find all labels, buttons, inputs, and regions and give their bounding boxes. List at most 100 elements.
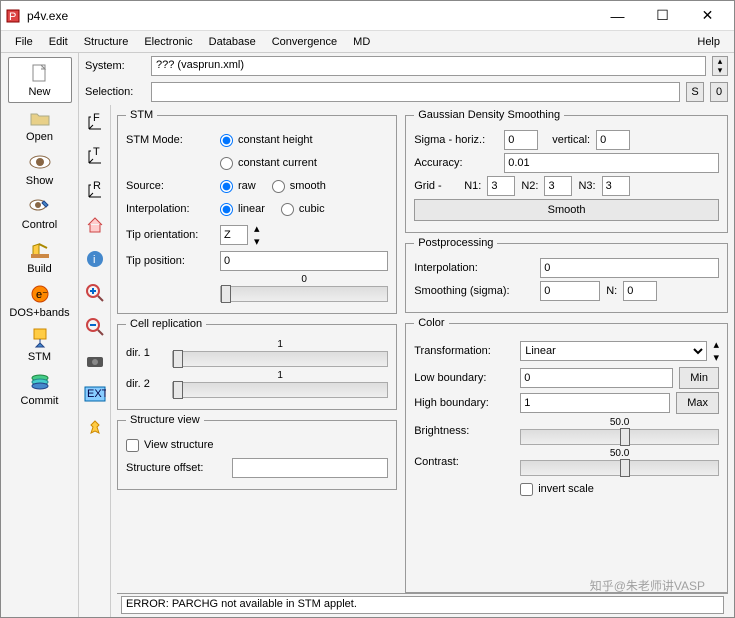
dir2-slider[interactable] xyxy=(172,382,388,398)
structview-group: Structure view View structure Structure … xyxy=(117,414,397,490)
post-n-label: N: xyxy=(606,285,617,297)
menu-structure[interactable]: Structure xyxy=(76,34,137,50)
structview-legend: Structure view xyxy=(126,414,204,426)
n3-label: N3: xyxy=(578,180,595,192)
stm-mode-cc[interactable]: constant current xyxy=(220,157,317,170)
axis-t-icon[interactable]: T xyxy=(83,145,107,169)
close-button[interactable]: ✕ xyxy=(685,2,730,30)
svg-text:F: F xyxy=(93,113,100,124)
open-icon xyxy=(26,107,54,129)
menu-md[interactable]: MD xyxy=(345,34,378,50)
tool-stm[interactable]: STM xyxy=(8,323,72,367)
axis-r-icon[interactable]: R xyxy=(83,179,107,203)
control-icon xyxy=(26,195,54,217)
max-button[interactable]: Max xyxy=(676,392,719,414)
zoom-out-icon[interactable] xyxy=(83,315,107,339)
acc-input[interactable] xyxy=(504,153,719,173)
smooth-button[interactable]: Smooth xyxy=(414,199,719,221)
stm-mode-label: STM Mode: xyxy=(126,134,214,146)
ext-icon[interactable]: EXT. xyxy=(83,383,107,407)
maximize-button[interactable]: ☐ xyxy=(640,2,685,30)
view-structure-check[interactable]: View structure xyxy=(126,439,214,452)
menu-help[interactable]: Help xyxy=(689,34,728,50)
tool-show-label: Show xyxy=(26,175,54,187)
pin-icon[interactable] xyxy=(83,417,107,441)
trans-spinner[interactable]: ▴▾ xyxy=(713,338,719,364)
post-interp-input[interactable] xyxy=(540,258,719,278)
invert-check[interactable]: invert scale xyxy=(520,483,594,496)
system-value[interactable]: ??? (vasprun.xml) xyxy=(151,56,706,76)
stm-group: STM STM Mode: constant height constant c… xyxy=(117,109,397,314)
tool-new-label: New xyxy=(28,86,50,98)
selection-s-button[interactable]: S xyxy=(686,82,704,102)
tool-open[interactable]: Open xyxy=(8,103,72,147)
dir1-value: 1 xyxy=(172,339,388,350)
menu-electronic[interactable]: Electronic xyxy=(136,34,200,50)
tool-show[interactable]: Show xyxy=(8,147,72,191)
low-label: Low boundary: xyxy=(414,372,514,384)
interp-linear[interactable]: linear xyxy=(220,203,265,216)
axis-f-icon[interactable]: F xyxy=(83,111,107,135)
color-legend: Color xyxy=(414,317,448,329)
tool-dosbands[interactable]: e⁻DOS+bands xyxy=(8,279,72,323)
contrast-slider[interactable] xyxy=(520,460,719,476)
svg-text:i: i xyxy=(93,254,95,266)
home-icon[interactable] xyxy=(83,213,107,237)
zoom-in-icon[interactable] xyxy=(83,281,107,305)
tool-commit-label: Commit xyxy=(21,395,59,407)
tippos-input[interactable] xyxy=(220,251,388,271)
show-icon xyxy=(26,151,54,173)
selection-0-button[interactable]: 0 xyxy=(710,82,728,102)
tool-commit[interactable]: Commit xyxy=(8,367,72,411)
tool-stm-label: STM xyxy=(28,351,51,363)
post-n-input[interactable] xyxy=(623,281,657,301)
interp-cubic[interactable]: cubic xyxy=(281,203,325,216)
low-input[interactable] xyxy=(520,368,673,388)
info-icon[interactable]: i xyxy=(83,247,107,271)
interp-label: Interpolation: xyxy=(126,203,214,215)
contrast-value: 50.0 xyxy=(520,448,719,459)
post-group: Postprocessing Interpolation: Smoothing … xyxy=(405,237,728,313)
tippos-slider[interactable] xyxy=(220,286,388,302)
bright-value: 50.0 xyxy=(520,417,719,428)
svg-text:EXT.: EXT. xyxy=(87,388,106,400)
n1-input[interactable] xyxy=(487,176,515,196)
minimize-button[interactable]: — xyxy=(595,2,640,30)
system-spinner[interactable]: ▴▾ xyxy=(712,56,728,76)
tool-control[interactable]: Control xyxy=(8,191,72,235)
acc-label: Accuracy: xyxy=(414,157,498,169)
trans-label: Transformation: xyxy=(414,345,514,357)
bright-slider[interactable] xyxy=(520,429,719,445)
tool-new[interactable]: New xyxy=(8,57,72,103)
offset-input[interactable] xyxy=(232,458,388,478)
source-label: Source: xyxy=(126,180,214,192)
tool-dosbands-label: DOS+bands xyxy=(9,307,69,319)
contrast-label: Contrast: xyxy=(414,456,514,468)
dir1-slider[interactable] xyxy=(172,351,388,367)
post-smooth-input[interactable] xyxy=(540,281,600,301)
sigmah-input[interactable] xyxy=(504,130,538,150)
min-button[interactable]: Min xyxy=(679,367,719,389)
stm-mode-ch[interactable]: constant height xyxy=(220,134,313,147)
tipori-spinner[interactable]: ▴▾ xyxy=(254,222,260,248)
menu-edit[interactable]: Edit xyxy=(41,34,76,50)
tippos-label: Tip position: xyxy=(126,255,214,267)
n2-input[interactable] xyxy=(544,176,572,196)
vert-input[interactable] xyxy=(596,130,630,150)
source-smooth[interactable]: smooth xyxy=(272,180,326,193)
tipori-input[interactable] xyxy=(220,225,248,245)
camera-icon[interactable] xyxy=(83,349,107,373)
source-raw[interactable]: raw xyxy=(220,180,256,193)
build-icon xyxy=(26,239,54,261)
n3-input[interactable] xyxy=(602,176,630,196)
titlebar: P p4v.exe — ☐ ✕ xyxy=(1,1,734,31)
menu-convergence[interactable]: Convergence xyxy=(264,34,345,50)
high-input[interactable] xyxy=(520,393,670,413)
trans-select[interactable]: Linear xyxy=(520,341,707,361)
selection-input[interactable] xyxy=(151,82,680,102)
system-label: System: xyxy=(85,60,145,72)
menu-database[interactable]: Database xyxy=(201,34,264,50)
menu-file[interactable]: File xyxy=(7,34,41,50)
tool-build[interactable]: Build xyxy=(8,235,72,279)
left-toolbar: New Open Show Control Build e⁻DOS+bands … xyxy=(1,53,79,617)
